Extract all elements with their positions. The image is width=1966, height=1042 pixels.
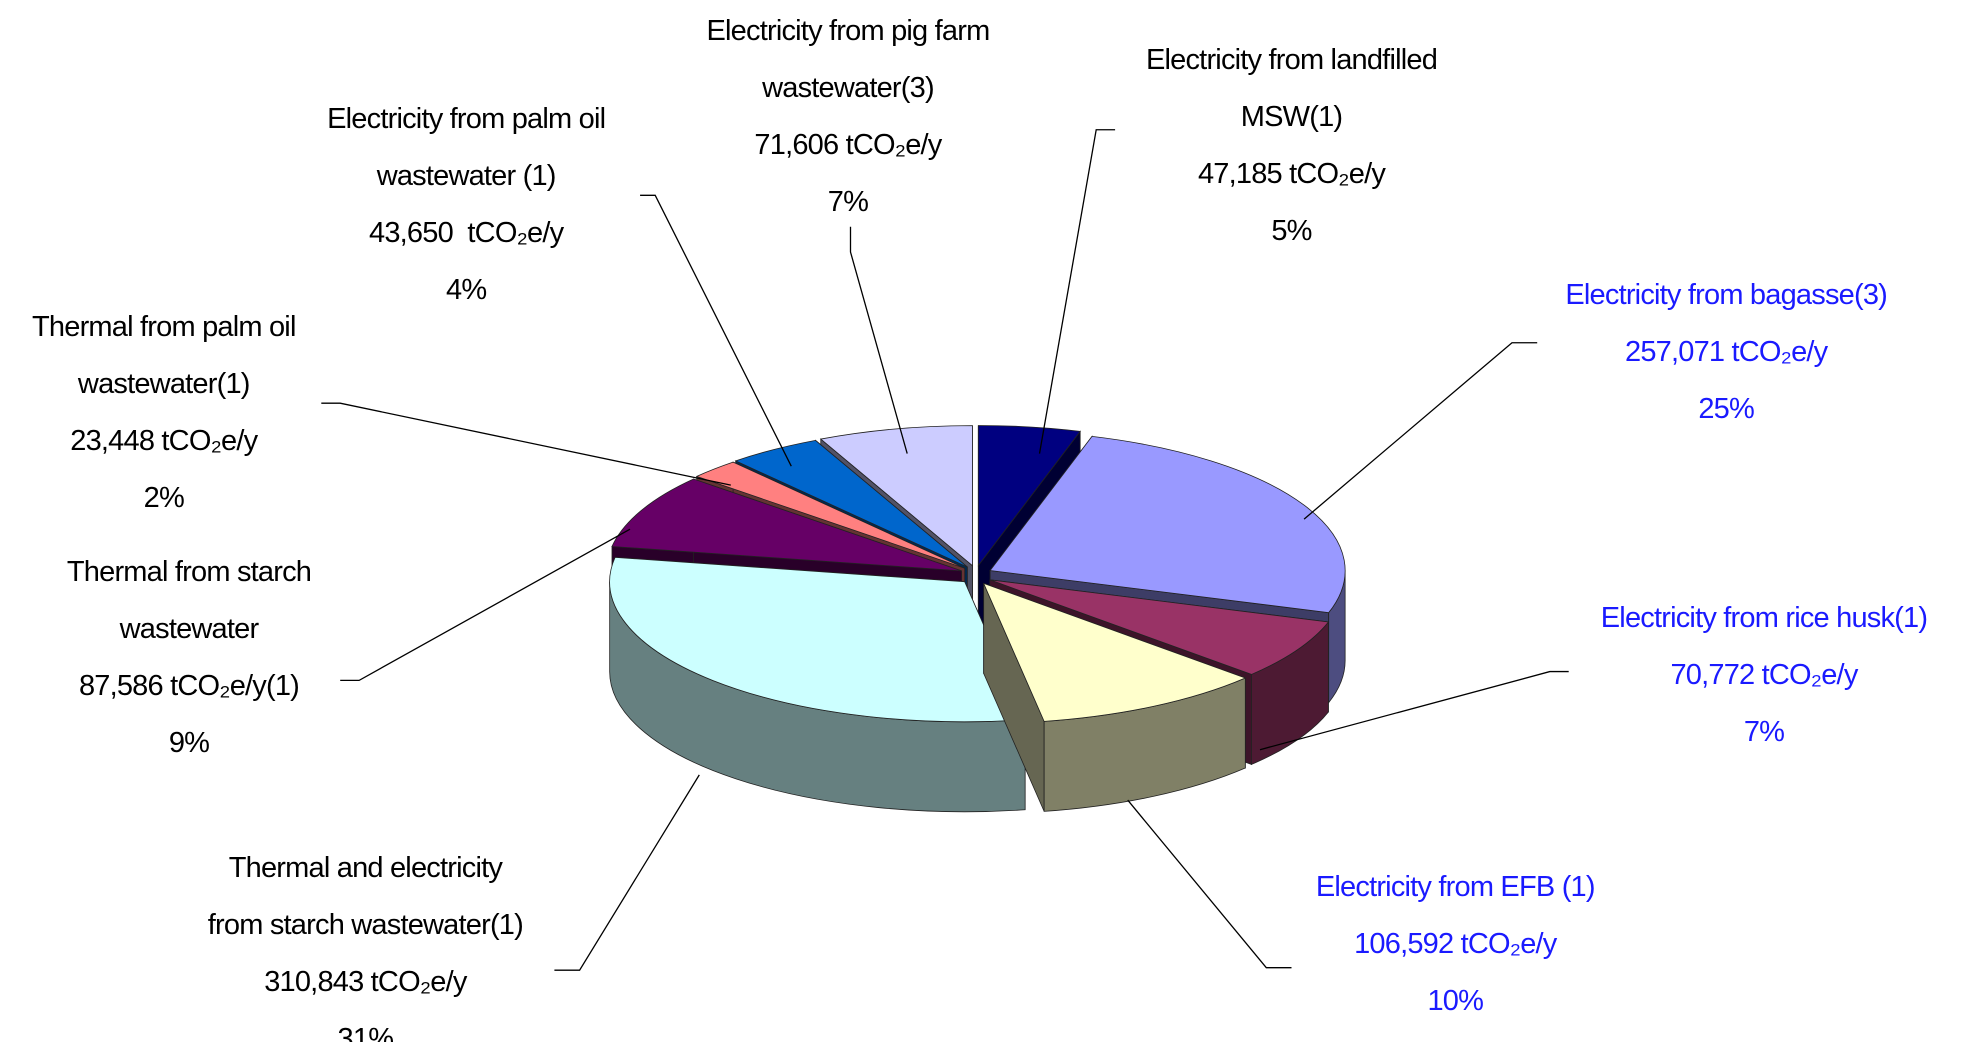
leader-line — [1038, 129, 1116, 454]
category-label: Thermal and electricity from starch wast… — [207, 852, 524, 942]
value-label: 87,586 tCO₂e/y(1) — [78, 670, 300, 703]
leader-line — [849, 226, 908, 454]
slice — [989, 579, 1330, 675]
leader-line — [321, 402, 731, 486]
percent-label: 5% — [1271, 214, 1312, 247]
leader-line — [1259, 670, 1569, 751]
value-label: 106,592 tCO₂e/y — [1354, 928, 1557, 961]
category-label: Electricity from landfilled MSW(1) — [1145, 43, 1438, 133]
percent-label: 7% — [827, 185, 869, 218]
slice-label: Thermal from starch wastewater 87,586 tCO… — [66, 544, 312, 772]
slice — [977, 425, 1081, 567]
percent-label: 25% — [1698, 393, 1755, 426]
slice — [734, 439, 968, 568]
leader-line — [640, 194, 792, 467]
category-label: Thermal from starch wastewater — [66, 556, 312, 646]
value-label: 310,843 tCO₂e/y — [264, 966, 467, 999]
slice-label: Electricity from bagasse(3) 257,071 tCO₂e… — [1565, 267, 1887, 438]
slice — [611, 478, 962, 572]
category-label: Electricity from pig farm wastewater(3) — [706, 14, 990, 104]
leader-line — [1127, 799, 1292, 969]
slice — [989, 435, 1346, 614]
value-label: 71,606 tCO₂e/y — [754, 128, 942, 161]
percent-label: 7% — [1743, 715, 1785, 748]
category-label: Electricity from EFB (1) — [1315, 871, 1596, 904]
percent-label: 9% — [168, 727, 210, 760]
percent-label: 31% — [337, 1023, 394, 1042]
slice-label: Thermal from palm oil wastewater(1) 23,44… — [32, 299, 296, 527]
leader-line — [340, 528, 631, 682]
leader-line — [554, 774, 700, 971]
slice — [695, 461, 965, 569]
slice-label: Electricity from palm oil wastewater (1)… — [327, 91, 606, 319]
slice-label: Electricity from landfilled MSW(1) 47,185… — [1145, 32, 1438, 260]
slice-label: Electricity from pig farm wastewater(3) 7… — [706, 3, 990, 231]
slice — [982, 582, 1247, 722]
value-label: 43,650 tCO₂e/y — [369, 216, 564, 249]
category-label: Electricity from rice husk(1) — [1600, 601, 1928, 634]
slice — [819, 425, 973, 567]
leader-line — [1303, 342, 1538, 520]
value-label: 257,071 tCO₂e/y — [1624, 336, 1828, 369]
percent-label: 10% — [1427, 985, 1484, 1018]
percent-label: 2% — [143, 481, 185, 514]
value-label: 23,448 tCO₂e/y — [70, 424, 258, 457]
percent-label: 4% — [446, 273, 487, 306]
slice — [609, 556, 1026, 723]
category-label: Electricity from palm oil wastewater (1) — [327, 102, 606, 192]
value-label: 70,772 tCO₂e/y — [1670, 658, 1858, 691]
slice-label: Thermal and electricity from starch wast… — [207, 840, 524, 1042]
value-label: 47,185 tCO₂e/y — [1197, 157, 1386, 190]
category-label: Electricity from bagasse(3) — [1565, 279, 1888, 312]
slice-label: Electricity from rice husk(1) 70,772 tCO₂… — [1600, 590, 1928, 761]
slice-label: Electricity from EFB (1) 106,592 tCO₂e/y 1… — [1315, 859, 1596, 1030]
category-label: Thermal from palm oil wastewater(1) — [31, 310, 296, 400]
